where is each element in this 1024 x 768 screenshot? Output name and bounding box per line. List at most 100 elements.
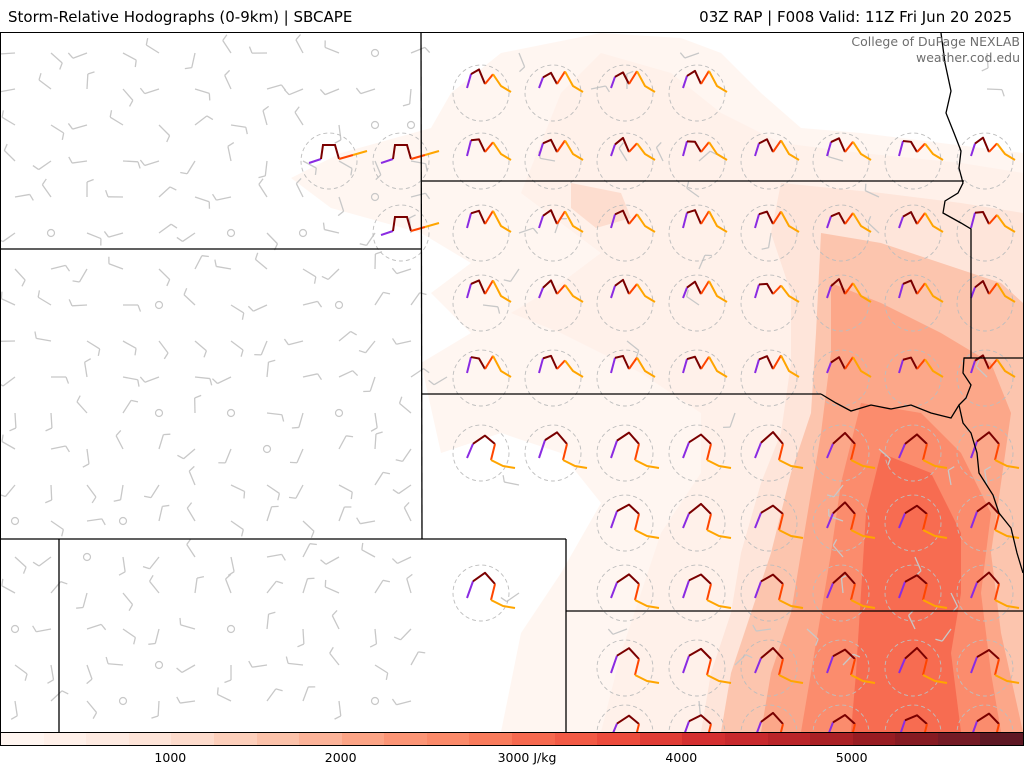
hodograph	[898, 504, 948, 539]
wind-barb	[139, 87, 160, 95]
hodograph-ring	[524, 349, 582, 407]
wind-barb	[867, 216, 880, 234]
wind-barb	[338, 435, 354, 450]
hodograph	[380, 216, 440, 236]
hodograph	[826, 278, 872, 303]
hodograph	[898, 433, 948, 469]
hodograph	[610, 278, 656, 303]
wind-barb	[86, 71, 95, 90]
wind-barb	[329, 646, 340, 666]
wind-barb	[984, 466, 992, 486]
hodograph	[610, 503, 660, 539]
wind-barb	[686, 181, 700, 198]
hodograph	[466, 68, 512, 93]
calm-wind-marker	[370, 192, 380, 202]
hodograph	[682, 140, 728, 161]
hodograph	[538, 431, 588, 469]
wind-barb	[50, 445, 70, 453]
wind-barb	[139, 159, 160, 167]
hodograph-ring	[668, 639, 726, 697]
hodograph-ring	[884, 424, 942, 482]
wind-barb	[230, 304, 245, 320]
wind-barb	[322, 222, 340, 234]
wind-barb	[324, 579, 340, 594]
hodograph-ring	[452, 132, 510, 190]
wind-barb	[158, 433, 171, 450]
wind-barb	[103, 231, 124, 238]
colorbar-cell	[980, 733, 1023, 745]
wind-barb	[227, 141, 235, 162]
wind-barb	[142, 556, 160, 570]
wind-barb	[319, 88, 340, 96]
wind-barb	[224, 69, 232, 90]
wind-barb	[266, 359, 276, 378]
wind-barb	[151, 700, 160, 719]
wind-barb	[3, 143, 16, 162]
hodograph	[466, 571, 516, 609]
map-panel[interactable]: College of DuPage NEXLAB weather.cod.edu	[0, 32, 1024, 733]
hodograph-ring	[668, 564, 726, 622]
wind-barb	[832, 539, 844, 558]
wind-barb	[14, 664, 28, 681]
hodograph	[682, 355, 728, 378]
wind-barb	[38, 73, 52, 90]
wind-barb	[186, 502, 196, 522]
hodograph-ring	[740, 349, 798, 407]
sbcape-colorbar	[0, 732, 1024, 746]
wind-barb	[183, 288, 196, 306]
hodograph	[538, 354, 584, 378]
hodograph-ring	[812, 132, 870, 190]
wind-barb	[864, 183, 880, 198]
hodograph	[610, 354, 656, 378]
wind-barb	[109, 110, 124, 126]
wind-barb	[302, 373, 323, 381]
wind-barb	[86, 178, 94, 198]
wind-barb	[32, 556, 52, 567]
hodograph	[898, 646, 948, 684]
hodograph	[754, 138, 800, 161]
wind-barb	[184, 52, 196, 70]
colorbar-labels: 1000 2000 3000 J/kg 4000 5000	[0, 750, 1024, 768]
hodograph	[826, 137, 872, 161]
hodograph-ring	[812, 424, 870, 482]
wind-barb	[266, 412, 285, 422]
wind-barb	[266, 84, 287, 91]
wind-barb	[86, 664, 93, 685]
wind-barb	[50, 690, 69, 702]
wind-barb	[50, 376, 70, 384]
wind-barb	[302, 300, 323, 308]
wind-barb	[1, 484, 16, 498]
wind-barb	[410, 651, 426, 666]
wind-barb	[391, 338, 412, 345]
hodograph	[538, 279, 584, 303]
hodograph-ring	[812, 564, 870, 622]
river-border	[820, 393, 960, 419]
wind-barb	[391, 267, 412, 275]
hodograph-ring	[740, 424, 798, 482]
wind-barb	[698, 150, 717, 162]
wind-barb	[158, 268, 171, 287]
hodograph-ring	[884, 274, 942, 332]
wind-barb	[115, 430, 124, 450]
hodograph	[380, 144, 440, 164]
hodograph-ring	[812, 639, 870, 697]
hodograph-ring	[372, 204, 430, 262]
wind-barb	[410, 46, 431, 54]
cape-contour	[571, 183, 631, 228]
wind-barb	[258, 160, 268, 179]
wind-barb	[50, 52, 63, 70]
wind-barb	[14, 193, 34, 201]
wind-barb	[1, 340, 16, 342]
wind-barb	[122, 160, 141, 169]
wind-barb	[222, 34, 232, 54]
hodograph	[826, 431, 876, 469]
wind-barb	[302, 543, 317, 558]
wind-barb	[392, 484, 412, 495]
hodograph	[682, 280, 728, 303]
wind-barb	[295, 34, 304, 54]
wind-barb	[67, 52, 88, 59]
hodograph-ring	[956, 424, 1014, 482]
calm-wind-marker	[226, 228, 236, 238]
hodograph-ring	[452, 204, 510, 262]
calm-wind-marker	[262, 444, 272, 454]
